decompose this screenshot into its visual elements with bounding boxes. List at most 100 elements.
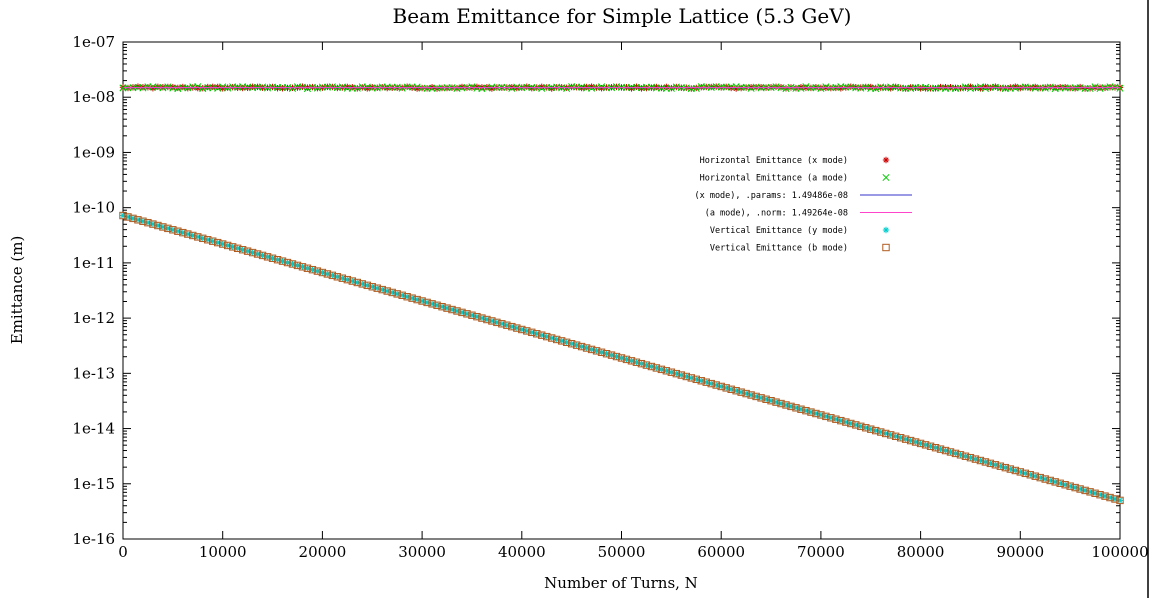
data-point — [562, 338, 571, 347]
data-point — [782, 401, 790, 409]
y-tick-label: 1e-15 — [72, 475, 115, 493]
data-point — [976, 83, 984, 91]
data-point — [323, 270, 332, 278]
data-point — [1076, 485, 1084, 493]
data-point — [787, 402, 795, 411]
data-point — [862, 424, 870, 432]
legend-label: (a mode), .norm: 1.49264e-08 — [705, 209, 848, 219]
data-point — [293, 261, 302, 270]
data-point — [238, 246, 247, 254]
data-point — [463, 310, 471, 318]
data-point — [124, 213, 132, 221]
x-tick-label: 80000 — [897, 543, 945, 561]
data-point — [468, 311, 476, 319]
data-point — [742, 389, 750, 398]
data-point — [981, 458, 990, 466]
data-point — [1116, 496, 1124, 505]
legend-marker — [882, 226, 890, 234]
data-point — [189, 231, 197, 240]
data-point — [303, 264, 312, 272]
data-point — [1001, 463, 1010, 472]
axis-tick-labels: 0 10000 20000 30000 40000 50000 60000 70000 8000… — [72, 33, 1148, 561]
x-tick-label: 20000 — [299, 543, 347, 561]
legend-label: (x mode), .params: 1.49486e-08 — [694, 191, 848, 201]
data-point — [328, 271, 337, 280]
data-point — [1101, 492, 1109, 500]
data-point — [682, 372, 691, 381]
data-point — [772, 398, 780, 406]
data-point — [478, 314, 486, 322]
data-series — [119, 83, 1124, 505]
data-point — [538, 331, 546, 339]
data-point — [393, 290, 401, 298]
data-point — [692, 84, 700, 92]
data-point — [986, 459, 995, 468]
data-point — [149, 220, 157, 228]
data-point — [473, 312, 481, 321]
data-point — [144, 83, 152, 91]
data-point — [1021, 469, 1029, 478]
plot-frame — [122, 41, 1121, 540]
data-point — [418, 297, 426, 305]
data-point — [901, 435, 910, 443]
data-point — [887, 85, 894, 92]
x-tick-label: 30000 — [398, 543, 446, 561]
data-point — [552, 335, 561, 344]
data-point — [483, 315, 491, 324]
data-point — [757, 394, 765, 402]
data-point — [119, 211, 127, 220]
x-tick-label: 60000 — [697, 543, 745, 561]
x-tick-label: 0 — [118, 543, 128, 561]
legend-label: Horizontal Emittance (x mode) — [700, 156, 848, 166]
data-point — [931, 444, 940, 452]
data-point — [214, 83, 221, 91]
data-point — [273, 255, 282, 264]
data-point — [1111, 495, 1119, 503]
data-point — [857, 422, 865, 431]
data-point — [333, 273, 342, 281]
data-point — [1081, 486, 1089, 495]
data-point — [872, 84, 880, 93]
data-point — [1026, 471, 1034, 479]
data-point — [228, 243, 237, 251]
data-point — [1096, 491, 1104, 499]
x-tick-label: 10000 — [199, 543, 247, 561]
data-point — [607, 351, 616, 359]
data-point — [363, 281, 371, 290]
data-point — [1116, 84, 1124, 92]
data-point — [249, 83, 256, 90]
data-point — [802, 406, 810, 415]
x-axis-label: Number of Turns, N — [544, 574, 698, 592]
data-point — [767, 397, 775, 405]
data-point — [737, 388, 745, 396]
data-point — [672, 369, 681, 378]
data-point — [308, 265, 317, 274]
data-point — [926, 442, 935, 450]
data-point — [567, 340, 576, 348]
data-point — [179, 228, 187, 237]
data-point — [647, 362, 656, 371]
data-point — [373, 284, 381, 292]
data-point — [762, 395, 770, 403]
data-point — [408, 294, 416, 302]
data-point — [413, 85, 421, 92]
data-point — [951, 449, 960, 458]
data-point — [582, 344, 591, 352]
data-point — [1032, 83, 1039, 91]
data-point — [433, 301, 441, 309]
data-point — [364, 85, 371, 92]
data-point — [1061, 481, 1069, 489]
y-tick-label: 1e-14 — [72, 420, 115, 438]
data-point — [184, 230, 192, 238]
data-point — [617, 354, 626, 362]
data-point — [423, 298, 431, 307]
data-point — [194, 233, 202, 241]
data-point — [368, 283, 376, 291]
data-point — [807, 408, 815, 416]
data-point — [662, 367, 671, 375]
data-point — [896, 434, 905, 442]
data-point — [572, 341, 581, 349]
data-point — [867, 425, 875, 433]
data-point — [453, 307, 461, 315]
data-point — [916, 439, 925, 448]
